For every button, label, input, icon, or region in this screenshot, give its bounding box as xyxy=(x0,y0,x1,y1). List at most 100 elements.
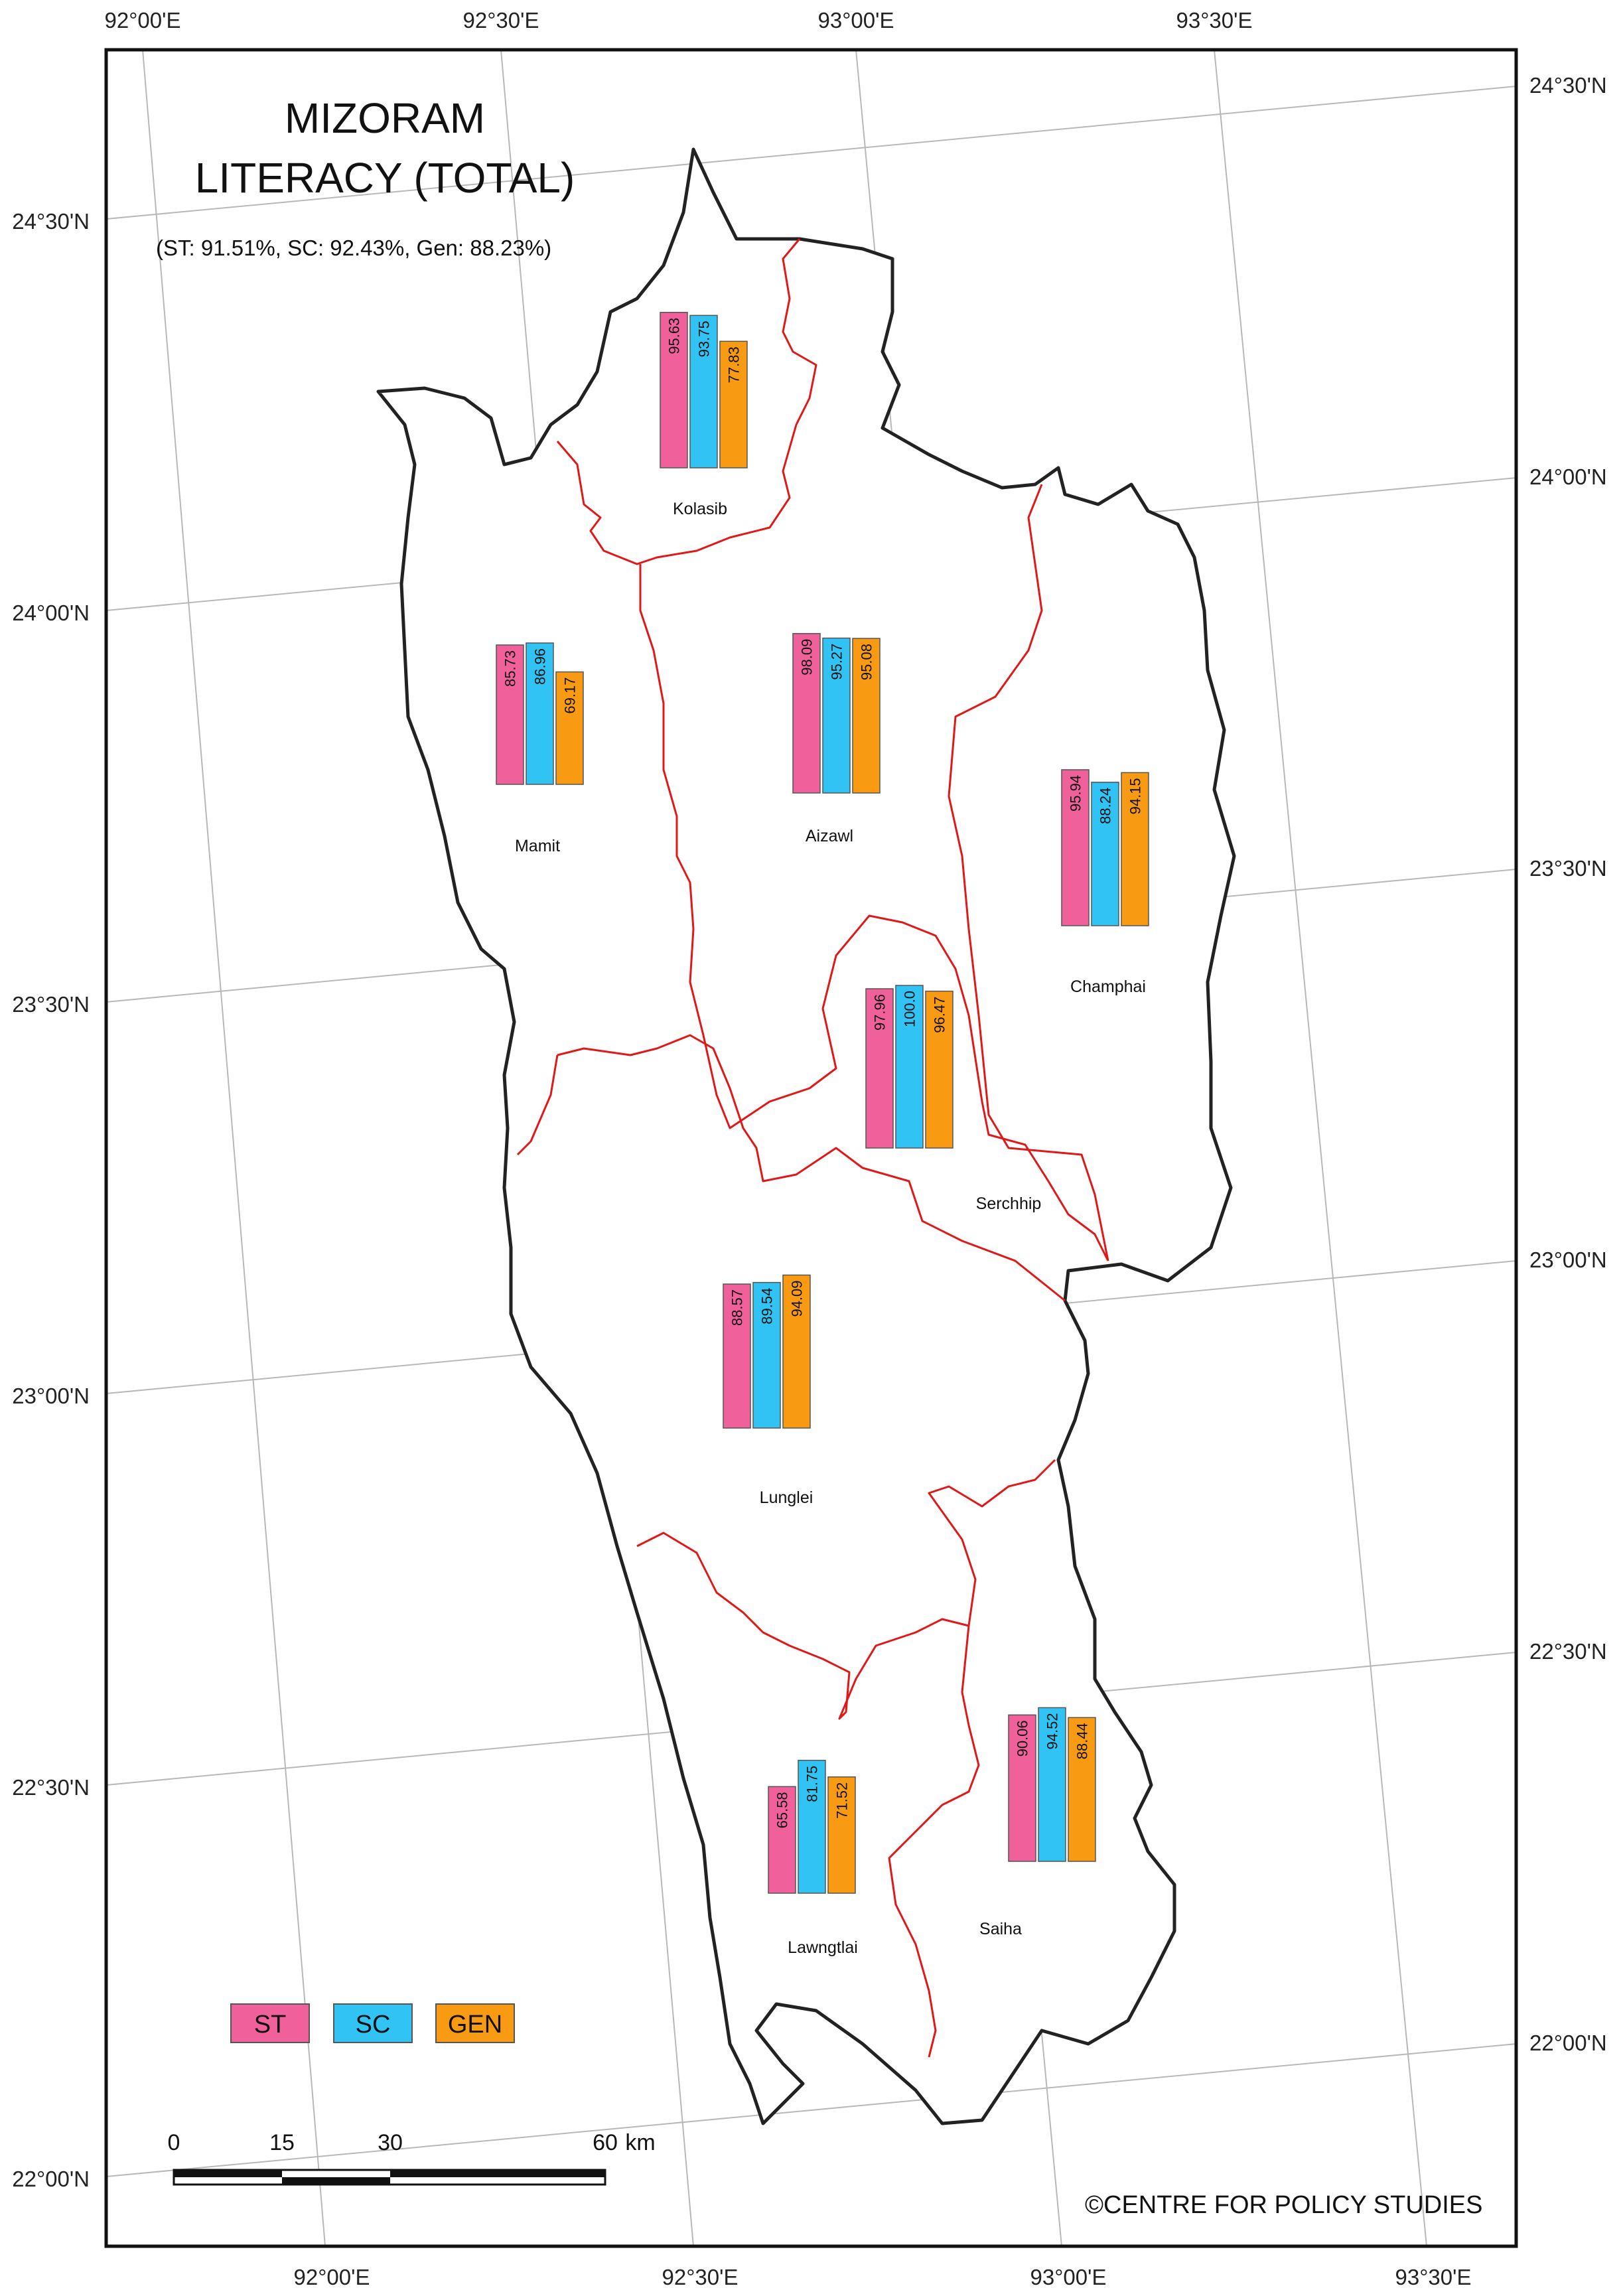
bar-st xyxy=(865,988,894,1149)
bar-st xyxy=(660,311,688,468)
bar-gen xyxy=(782,1274,811,1429)
bar-value-sc: 93.75 xyxy=(696,321,713,357)
district-chart-lawngtlai: 65.58 81.75 71.52 Lawngtlai xyxy=(768,1759,858,1957)
bar-value-st: 97.96 xyxy=(872,994,888,1031)
bar-gen xyxy=(827,1776,856,1894)
bottom-lon-label: 93°00'E xyxy=(1030,2265,1107,2289)
bar-st xyxy=(792,632,821,794)
district-name-label: Lawngtlai xyxy=(788,1938,858,1957)
top-lon-label: 93°00'E xyxy=(818,8,894,33)
map-title-line1: MIZORAM xyxy=(285,94,485,142)
scale-unit: km xyxy=(625,2130,655,2155)
bar-gen xyxy=(719,340,748,468)
district-name-label: Aizawl xyxy=(806,827,853,845)
district-name-label: Serchhip xyxy=(976,1194,1042,1213)
bar-value-st: 95.94 xyxy=(1068,775,1084,812)
bar-value-gen: 96.47 xyxy=(932,997,948,1033)
bar-sc xyxy=(822,637,851,794)
bar-value-st: 88.57 xyxy=(729,1289,746,1326)
bar-sc xyxy=(526,642,554,785)
map-subtitle: (ST: 91.51%, SC: 92.43%, Gen: 88.23%) xyxy=(156,236,551,260)
legend-swatch xyxy=(230,2003,310,2043)
scale-label-30: 30 xyxy=(378,2130,403,2155)
right-lat-label: 22°00'N xyxy=(1529,2031,1607,2055)
legend-swatch xyxy=(435,2003,515,2043)
bar-gen xyxy=(555,671,584,785)
district-name-label: Kolasib xyxy=(673,500,727,518)
left-lat-label: 22°30'N xyxy=(12,1775,90,1800)
district-bar-charts: 95.63 93.75 77.83 Kolasib 85.73 86.96 69.17 Mam… xyxy=(496,311,1149,1957)
bar-sc xyxy=(1091,782,1119,926)
bar-gen xyxy=(925,990,953,1149)
top-longitude-labels: 92°00'E 92°30'E 93°00'E 93°30'E xyxy=(105,8,1253,33)
legend-item-sc: SC xyxy=(333,2003,413,2043)
bar-value-sc: 89.54 xyxy=(759,1288,776,1325)
top-lon-label: 92°30'E xyxy=(463,8,539,33)
legend: ST SC GEN xyxy=(230,2003,515,2043)
bar-gen xyxy=(1068,1717,1096,1862)
right-lat-label: 23°30'N xyxy=(1529,856,1607,881)
bar-sc xyxy=(1038,1707,1066,1862)
map-title-line2: LITERACY (TOTAL) xyxy=(195,154,575,202)
left-lat-label: 23°30'N xyxy=(12,992,90,1017)
bar-value-sc: 88.24 xyxy=(1097,788,1114,824)
legend-item-gen: GEN xyxy=(435,2003,515,2043)
bar-value-st: 85.73 xyxy=(502,650,519,687)
bottom-lon-label: 92°00'E xyxy=(294,2265,370,2289)
left-latitude-labels: 24°30'N 24°00'N 23°30'N 23°00'N 22°30'N 22°00… xyxy=(12,209,90,2191)
district-name-label: Saiha xyxy=(979,1920,1022,1938)
left-lat-label: 24°30'N xyxy=(12,209,90,234)
bar-value-gen: 88.44 xyxy=(1074,1723,1091,1759)
right-lat-label: 22°30'N xyxy=(1529,1639,1607,1664)
legend-item-st: ST xyxy=(230,2003,310,2043)
district-chart-champhai: 95.94 88.24 94.15 Champhai xyxy=(1061,769,1149,996)
bar-st xyxy=(768,1786,796,1894)
district-chart-saiha: 90.06 94.52 88.44 Saiha xyxy=(979,1707,1096,1938)
district-name-label: Lunglei xyxy=(760,1488,813,1507)
left-lat-label: 24°00'N xyxy=(12,601,90,625)
bottom-lon-label: 92°30'E xyxy=(662,2265,739,2289)
legend-label: GEN xyxy=(448,2011,502,2039)
bar-st xyxy=(1061,769,1090,926)
bar-value-sc: 86.96 xyxy=(532,648,549,685)
bar-value-st: 65.58 xyxy=(774,1792,791,1828)
bar-value-gen: 94.15 xyxy=(1127,778,1144,814)
bar-value-gen: 77.83 xyxy=(726,346,742,383)
bar-sc xyxy=(895,985,924,1149)
bar-value-gen: 69.17 xyxy=(562,678,579,714)
bottom-longitude-labels: 92°00'E 92°30'E 93°00'E 93°30'E xyxy=(294,2265,1472,2289)
right-latitude-labels: 24°30'N 24°00'N 23°30'N 23°00'N 22°30'N 22°00… xyxy=(1529,73,1607,2055)
district-name-label: Mamit xyxy=(515,837,560,855)
scale-bar: 0 15 30 60 km xyxy=(168,2130,656,2186)
district-name-label: Champhai xyxy=(1070,977,1146,996)
bar-value-sc: 94.52 xyxy=(1044,1713,1061,1749)
district-chart-aizawl: 98.09 95.27 95.08 Aizawl xyxy=(792,632,881,845)
legend-label: ST xyxy=(254,2011,287,2039)
bar-st xyxy=(496,644,524,785)
bar-value-gen: 95.08 xyxy=(859,644,875,680)
bar-st xyxy=(1008,1714,1036,1862)
left-lat-label: 22°00'N xyxy=(12,2167,90,2191)
left-lat-label: 23°00'N xyxy=(12,1384,90,1408)
bar-sc xyxy=(798,1759,826,1894)
state-fill-main xyxy=(376,147,1236,2125)
bar-value-sc: 100.0 xyxy=(902,991,918,1027)
bar-value-gen: 71.52 xyxy=(834,1782,851,1819)
bar-gen xyxy=(852,638,881,794)
scale-label-0: 0 xyxy=(168,2130,180,2155)
bar-gen xyxy=(1121,772,1149,926)
right-lat-label: 23°00'N xyxy=(1529,1248,1607,1272)
bar-value-sc: 81.75 xyxy=(804,1766,821,1802)
map-frame xyxy=(104,48,1518,2248)
district-boundaries xyxy=(516,238,1109,2058)
right-lat-label: 24°00'N xyxy=(1529,465,1607,489)
district-chart-mamit: 85.73 86.96 69.17 Mamit xyxy=(496,642,584,855)
bottom-lon-label: 93°30'E xyxy=(1395,2265,1472,2289)
bar-value-st: 98.09 xyxy=(799,639,815,676)
district-chart-serchhip: 97.96 100.0 96.47 Serchhip xyxy=(865,985,1042,1213)
right-lat-label: 24°30'N xyxy=(1529,73,1607,98)
legend-swatch xyxy=(333,2003,413,2043)
district-chart-kolasib: 95.63 93.75 77.83 Kolasib xyxy=(660,311,748,518)
bar-value-st: 95.63 xyxy=(666,318,683,354)
